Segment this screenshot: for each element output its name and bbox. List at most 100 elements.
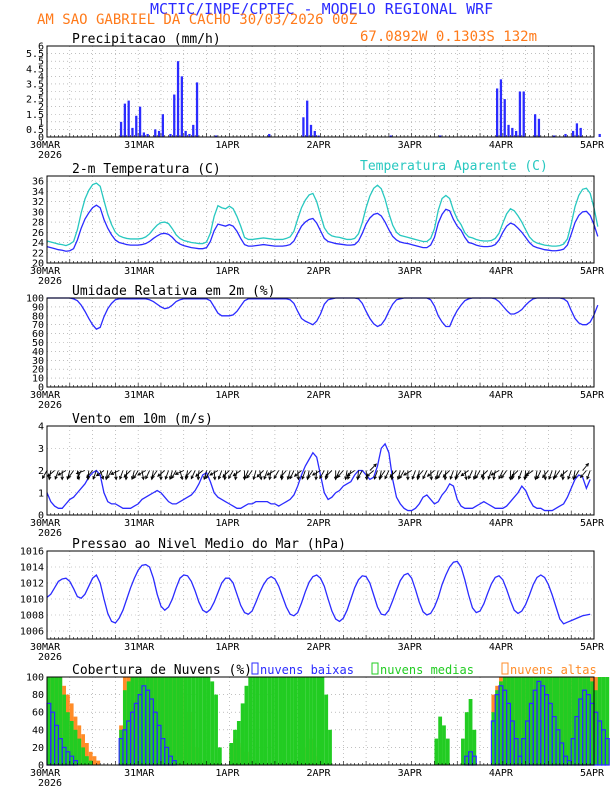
cloud-bar-nuvens-medias [290, 677, 294, 765]
panel-title: Pressao ao Nivel Medio do Mar (hPa) [72, 537, 346, 552]
cloud-bar-nuvens-medias [578, 677, 583, 765]
precip-bar [184, 130, 187, 137]
cloud-bar-nuvens-medias [176, 677, 180, 765]
wind-arrow-head [159, 476, 163, 481]
cloud-bar-nuvens-medias [130, 677, 135, 765]
wind-arrow-head [324, 473, 329, 478]
wind-arrow-head [460, 472, 465, 477]
wind-arrow-head [252, 476, 256, 481]
wind-arrow [384, 470, 390, 479]
cloud-bar-nuvens-medias [301, 677, 306, 765]
cloud-bar-nuvens-medias [50, 677, 55, 765]
y-tick-label: 0.5 [26, 125, 44, 136]
precip-bar [127, 100, 130, 137]
wind-arrow [301, 470, 306, 480]
y-tick-label: 30 [32, 356, 44, 367]
wind-arrow [480, 470, 488, 478]
cloud-bar-nuvens-medias [286, 677, 291, 765]
wind-arrow-head [543, 476, 547, 481]
wind-arrow [455, 470, 462, 479]
x-tick-label: 5APR [580, 266, 605, 277]
cloud-bar-nuvens-medias [472, 729, 477, 765]
wind-arrow-head [464, 476, 468, 481]
y-tick-label: 0 [38, 511, 44, 522]
wind-arrow-head [366, 473, 370, 477]
wind-arrow-head [517, 475, 522, 480]
series-line [46, 560, 591, 625]
precip-bar [268, 133, 271, 137]
wind-arrow [475, 470, 481, 479]
cloud-bar-nuvens-medias [533, 677, 538, 765]
wind-arrow-head [289, 475, 293, 480]
wind-arrow [437, 470, 443, 479]
wind-arrow [190, 470, 196, 479]
cloud-bar-nuvens-medias [297, 677, 302, 765]
wind-arrow-head [75, 471, 80, 475]
x-tick-label: 3APR [398, 390, 423, 401]
wind-arrow [57, 470, 67, 476]
y-tick-label: 100 [26, 673, 44, 684]
wind-arrow-head [223, 476, 227, 481]
y-tick-label: 2.5 [26, 95, 44, 106]
precip-bar [552, 135, 556, 137]
wind-arrow [491, 470, 500, 476]
cloud-bar-nuvens-medias [244, 685, 249, 765]
precip-bar [214, 135, 218, 137]
x-tick-label: 1APR [215, 518, 240, 529]
wind-arrow-head [364, 476, 369, 481]
x-year-label: 2026 [38, 150, 62, 161]
wind-arrow [435, 470, 439, 480]
wind-arrow-head [373, 463, 377, 468]
x-tick-label: 1APR [215, 266, 240, 277]
wind-arrow [442, 470, 450, 478]
x-tick-label: 5APR [580, 140, 605, 151]
y-tick-label: 70 [32, 320, 44, 331]
wind-arrow-head [411, 475, 415, 480]
wind-arrow [473, 470, 477, 480]
cloud-bar-nuvens-altas [84, 743, 89, 765]
cloud-bar-nuvens-medias [309, 677, 313, 765]
wind-arrow [325, 470, 333, 478]
cloud-bar-nuvens-medias [145, 677, 150, 765]
cloud-bar-nuvens-medias [198, 677, 203, 765]
wind-arrow [203, 470, 207, 480]
wind-arrow [233, 470, 241, 477]
wind-arrow [487, 470, 492, 480]
wind-arrow [511, 470, 519, 478]
x-tick-label: 31MAR [124, 642, 155, 653]
wind-arrow-head [76, 475, 81, 480]
wind-arrow [536, 470, 542, 479]
y-tick-label: 80 [32, 690, 44, 701]
cloud-bar-nuvens-medias [195, 677, 199, 765]
wind-arrow-head [403, 472, 407, 476]
y-tick-label: 36 [32, 177, 44, 188]
y-tick-label: 3 [38, 87, 44, 98]
wind-arrow [185, 470, 192, 478]
wind-arrow [417, 470, 420, 480]
wind-arrow [525, 470, 534, 477]
wind-arrow [259, 470, 262, 480]
cloud-bar-nuvens-medias [65, 712, 70, 765]
wind-arrow [294, 470, 302, 477]
wind-arrow [498, 470, 504, 479]
panel-precip: 00.511.522.533.544.555.56 30MAR 31MAR 1APR 2… [26, 32, 605, 161]
wind-arrow [175, 470, 184, 475]
cloud-bar-nuvens-medias [141, 677, 146, 765]
wind-arrow [307, 470, 314, 479]
x-tick-label: 2APR [307, 266, 332, 277]
y-tick-label: 1012 [20, 579, 44, 590]
wind-arrow-head [279, 474, 284, 479]
precip-bar [317, 135, 320, 137]
wind-arrow-head [137, 472, 141, 476]
wind-arrow-head [586, 475, 590, 480]
wind-arrow-head [171, 475, 175, 480]
wind-arrow [269, 470, 272, 480]
wind-arrow [411, 470, 416, 480]
wind-arrow-head [567, 475, 571, 480]
cloud-bar-nuvens-medias [282, 677, 287, 765]
y-tick-label: 10 [32, 374, 44, 385]
wind-arrow-head [579, 474, 584, 479]
wind-arrow [554, 470, 561, 479]
precip-bar [564, 133, 567, 137]
x-year-label: 2026 [38, 652, 62, 663]
